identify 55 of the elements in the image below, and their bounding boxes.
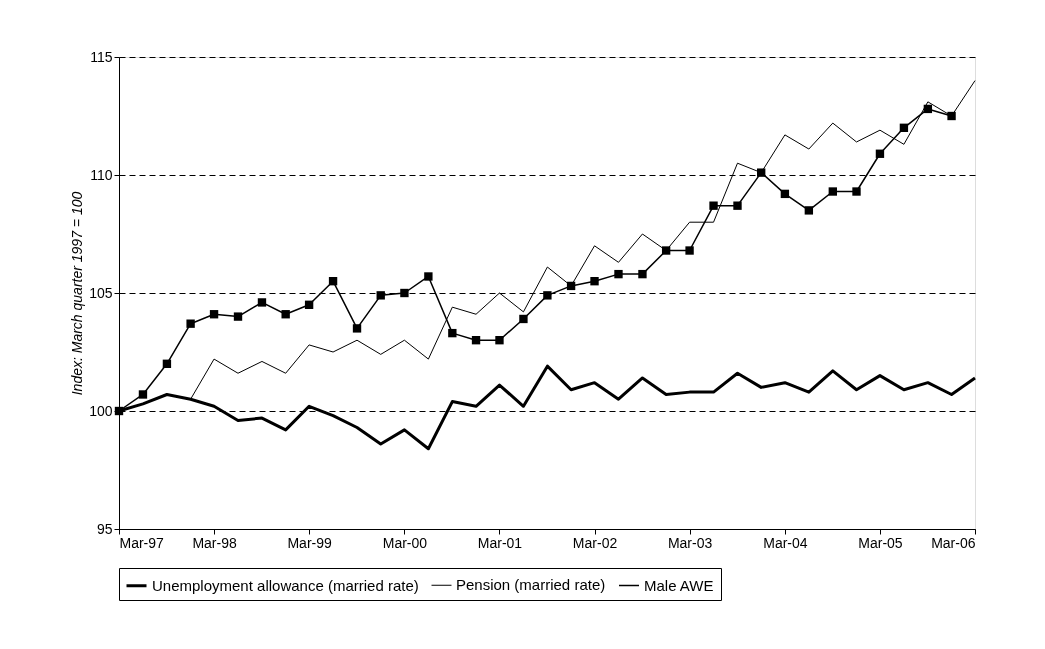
point (281, 310, 290, 319)
point (923, 104, 933, 114)
x-tick-label: Mar-99 (287, 534, 332, 551)
point (852, 187, 861, 196)
point (138, 390, 148, 399)
point (495, 336, 504, 345)
x-tick-label: Mar-02 (572, 534, 618, 551)
legend-label: Pension (married rate) (456, 576, 606, 594)
point (186, 319, 195, 328)
y-tick-label: 100 (89, 402, 113, 419)
point (376, 291, 385, 300)
point (471, 336, 481, 345)
x-tick-label: Mar-05 (858, 534, 903, 551)
point (114, 406, 124, 416)
x-tick-label: Mar-04 (763, 534, 808, 551)
x-tick-label: Mar-97 (119, 534, 165, 551)
point (590, 277, 599, 286)
x-tick-label: Mar-98 (192, 534, 237, 551)
point (875, 149, 885, 158)
point (733, 201, 742, 210)
y-tick-label: 105 (89, 284, 113, 301)
point (424, 272, 433, 281)
point (400, 288, 409, 298)
x-tick-label: Mar-03 (667, 534, 713, 551)
point (638, 269, 647, 279)
point (162, 359, 172, 368)
y-tick-label: 95 (96, 520, 113, 537)
point (209, 310, 219, 319)
y-tick-label: 115 (90, 48, 113, 65)
point (804, 206, 814, 215)
y-axis-title: Index: March quarter 1997 = 100 (69, 191, 86, 396)
point (257, 298, 267, 307)
point (543, 291, 552, 300)
point (614, 269, 623, 279)
point (352, 324, 362, 333)
point (685, 246, 694, 255)
point (519, 314, 528, 324)
y-tick-label: 110 (90, 166, 113, 183)
x-tick-label: Mar-00 (382, 534, 428, 551)
point (328, 277, 338, 286)
point (947, 111, 956, 121)
point (233, 312, 243, 321)
point (828, 187, 837, 196)
point (304, 300, 314, 309)
point (448, 328, 457, 338)
point (780, 189, 790, 199)
x-tick-label: Mar-06 (931, 534, 976, 551)
x-tick-label: Mar-01 (477, 534, 523, 551)
legend-label: Male AWE (644, 576, 714, 594)
point (899, 123, 909, 132)
legend-label: Unemployment allowance (married rate) (152, 576, 419, 594)
point (661, 246, 671, 255)
point (566, 281, 576, 291)
point (709, 201, 718, 210)
point (757, 168, 766, 177)
